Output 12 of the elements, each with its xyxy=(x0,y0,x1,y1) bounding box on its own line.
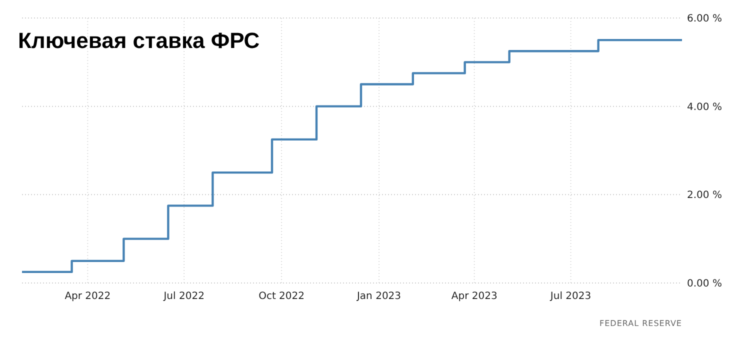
y-tick-label: 2.00 % xyxy=(687,190,722,202)
y-tick-label: 4.00 % xyxy=(687,102,722,113)
x-tick-label: Jan 2023 xyxy=(356,291,402,302)
y-tick-label: 0.00 % xyxy=(687,278,722,290)
y-tick-label: 6.00 % xyxy=(687,14,722,24)
x-tick-label: Jul 2023 xyxy=(549,291,592,302)
x-tick-label: Jul 2022 xyxy=(162,291,204,302)
x-tick-label: Apr 2022 xyxy=(64,291,111,302)
x-tick-label: Oct 2022 xyxy=(258,291,305,302)
text: FEDERAL RESERVE xyxy=(600,319,682,328)
x-tick-label: Apr 2023 xyxy=(451,291,498,302)
text: Ключевая ставка ФРС xyxy=(18,28,260,53)
